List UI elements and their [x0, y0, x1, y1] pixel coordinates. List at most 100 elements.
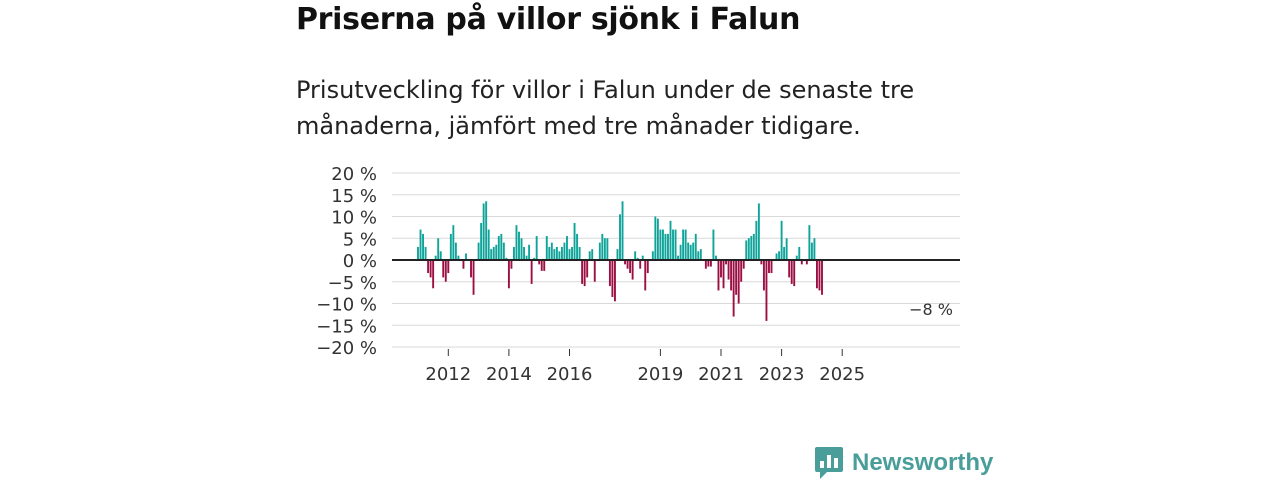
x-tick-label: 2016	[547, 364, 593, 385]
bar	[742, 260, 745, 269]
bar	[624, 260, 626, 265]
bar	[621, 201, 624, 260]
bar	[553, 249, 556, 260]
bar	[560, 246, 563, 260]
bar	[442, 260, 445, 278]
bar	[437, 238, 440, 260]
bar	[434, 255, 437, 260]
bar	[427, 260, 430, 274]
y-axis-labels: 20 %15 %10 %5 %0 %−5 %−10 %−15 %−20 %	[316, 164, 377, 359]
bar	[492, 246, 495, 260]
bar	[770, 260, 773, 274]
bar	[535, 236, 538, 260]
bar	[667, 233, 669, 260]
bar	[659, 229, 662, 260]
bar	[573, 223, 576, 260]
bar	[502, 242, 505, 260]
bar	[788, 260, 791, 278]
bar	[571, 246, 573, 260]
bar	[583, 260, 586, 287]
bar	[783, 246, 786, 260]
bar	[765, 260, 768, 321]
bar	[581, 260, 584, 284]
bar	[566, 236, 568, 260]
bar	[699, 249, 702, 260]
brand-name: Newsworthy	[852, 449, 994, 476]
bar	[444, 260, 447, 282]
chart-title: Priserna på villor sjönk i Falun	[296, 2, 801, 37]
bar	[629, 260, 632, 274]
bar	[808, 225, 811, 260]
chart-subtitle: Prisutveckling för villor i Falun under …	[296, 76, 915, 140]
bar	[520, 238, 523, 260]
bars	[417, 201, 823, 321]
bar	[616, 249, 619, 260]
bar	[619, 214, 621, 260]
bar	[545, 236, 548, 260]
bar	[664, 233, 667, 260]
bar	[810, 242, 813, 260]
bar	[432, 260, 435, 289]
bar	[715, 255, 717, 260]
x-tick-label: 2014	[486, 364, 532, 385]
bar	[755, 220, 758, 260]
bar	[730, 260, 733, 291]
bar	[735, 260, 738, 295]
bar	[470, 260, 472, 278]
bar	[785, 238, 788, 260]
bar	[800, 260, 803, 265]
bar	[780, 220, 783, 260]
bar	[513, 246, 515, 260]
bar	[424, 246, 427, 260]
bar	[500, 233, 503, 260]
bar	[740, 260, 743, 282]
bar	[639, 260, 642, 269]
y-tick-label: 20 %	[331, 164, 377, 185]
bar	[778, 251, 781, 260]
bar	[679, 244, 682, 260]
y-tick-label: 15 %	[331, 186, 377, 207]
bar	[490, 249, 493, 260]
bar	[684, 229, 687, 260]
bar	[717, 260, 720, 291]
bar	[750, 236, 753, 260]
bar	[550, 242, 553, 260]
bar	[485, 201, 488, 260]
bar	[795, 255, 798, 260]
bar	[495, 244, 498, 260]
bar	[651, 251, 654, 260]
bar	[472, 260, 475, 295]
bar	[669, 220, 672, 260]
x-tick-label: 2021	[698, 364, 744, 385]
y-tick-label: −5 %	[328, 273, 377, 294]
newsworthy-logo: Newsworthy	[814, 446, 993, 480]
bar	[528, 244, 531, 260]
bar	[447, 260, 450, 274]
y-tick-label: −20 %	[316, 338, 377, 359]
y-tick-label: 0 %	[343, 251, 377, 272]
y-tick-label: −10 %	[316, 295, 377, 316]
y-tick-label: 5 %	[343, 229, 377, 250]
bar	[672, 229, 674, 260]
bar	[816, 260, 818, 289]
bar	[454, 242, 457, 260]
bar	[745, 240, 748, 260]
bar	[578, 246, 581, 260]
bar	[768, 260, 770, 274]
bar	[525, 255, 528, 260]
bar	[591, 249, 594, 260]
bar	[752, 233, 755, 260]
bar	[588, 251, 591, 260]
bar	[692, 242, 695, 260]
bar	[757, 203, 760, 260]
bar	[644, 260, 647, 291]
bar	[682, 229, 685, 260]
bar	[487, 229, 490, 260]
bar	[568, 249, 571, 260]
bar	[611, 260, 614, 297]
bar	[608, 260, 611, 287]
bar	[533, 257, 536, 260]
bar	[722, 260, 725, 289]
bar	[614, 260, 616, 302]
bar	[626, 260, 629, 269]
